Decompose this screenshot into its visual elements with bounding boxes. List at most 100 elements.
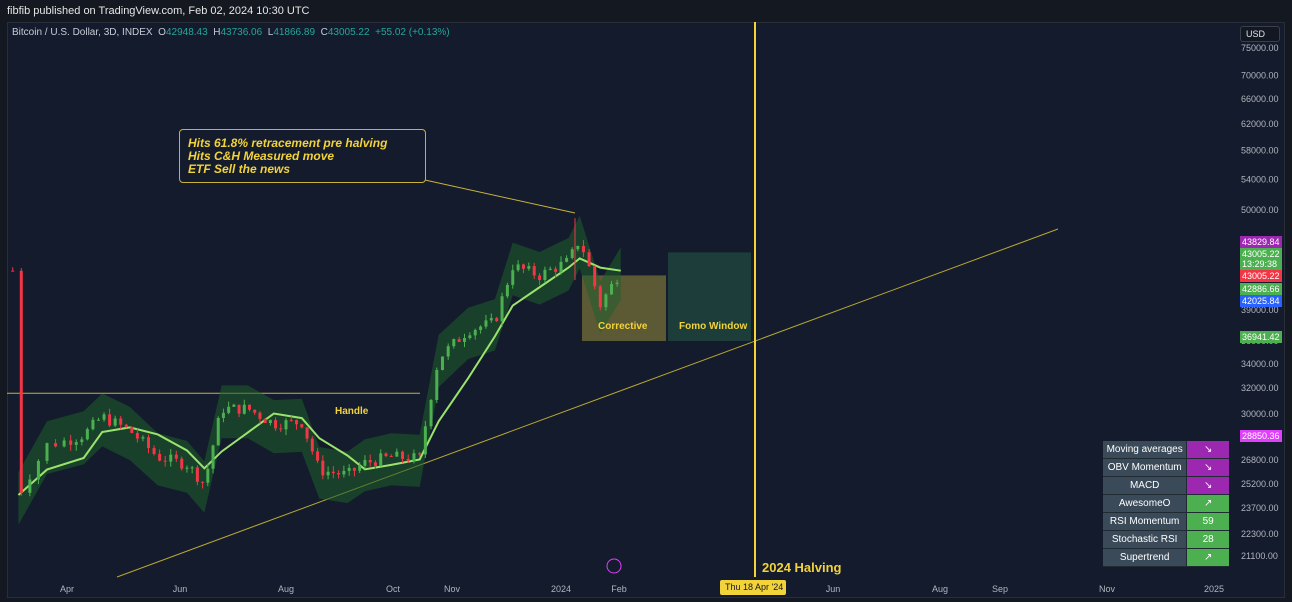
chart-area[interactable] [7,22,1285,598]
indicator-name: MACD [1103,477,1188,495]
candle-body [141,437,145,439]
candle-body [45,443,49,461]
price-tag: 36941.42 [1240,331,1282,343]
candle-body [440,356,444,370]
close-label: C [320,27,328,38]
halving-date-badge: Thu 18 Apr '24 [720,580,786,595]
candle-body [610,283,614,295]
price-tag: 43005.22 [1240,248,1282,260]
low-value: 41866.89 [273,27,316,38]
y-tick-label: 25200.00 [1241,479,1279,489]
indicator-name: AwesomeO [1103,495,1188,513]
candle-body [412,453,416,462]
candle-body [473,329,477,336]
annotation-callout[interactable]: Hits 61.8% retracement pre halving Hits … [179,129,426,183]
candle-body [216,417,220,446]
price-tag: 28850.36 [1240,430,1282,442]
candle-body [96,419,100,421]
candle-body [130,426,134,433]
candle-body [587,252,591,267]
candle-body [91,419,95,430]
indicator-table: Moving averages ↘ OBV Momentum ↘ MACD ↘ Awesom… [1103,441,1229,567]
x-tick-label: Apr [60,584,74,594]
indicator-row: Supertrend ↗ [1103,549,1229,567]
candle-body [232,404,236,407]
candle-body [489,318,493,321]
candle-body [206,468,210,483]
candle-body [435,369,439,400]
candle-body [581,245,585,253]
candle-body [113,418,117,426]
candle-body [119,418,123,425]
candle-body [446,346,450,357]
candle-body [395,451,399,457]
candle-body [452,339,456,347]
publisher-bar: fibfib published on TradingView.com, Feb… [0,0,1292,22]
candle-body [135,432,139,439]
candle-body [379,453,383,466]
candle-body [479,326,483,330]
candle-body [406,458,410,462]
candle-body [363,460,367,466]
indicator-name: Supertrend [1103,549,1188,567]
candle-body [521,264,525,269]
candle-body [242,404,246,414]
candle-body [289,420,293,422]
candle-body [237,404,241,414]
candle-body [548,268,552,270]
symbol-header: Bitcoin / U.S. Dollar, 3D, INDEX O42948.… [12,27,450,38]
price-tag: 43829.84 [1240,236,1282,248]
handle-label: Handle [335,406,369,417]
x-tick-label: Sep [992,584,1008,594]
price-tag: 42886.66 [1240,283,1282,295]
low-label: L [267,27,274,38]
candle-body [295,420,299,425]
price-tag: 42025.84 [1240,295,1282,307]
y-tick-label: 62000.00 [1241,119,1279,129]
candle-body [124,424,128,427]
annotation-line-3: ETF Sell the news [188,162,291,176]
candle-body [598,286,602,308]
change-value: +55.02 (+0.13%) [375,27,450,38]
candle-body [268,420,272,424]
candle-body [310,438,314,452]
y-tick-label: 26800.00 [1241,455,1279,465]
currency-button[interactable]: USD [1240,26,1280,42]
y-tick-label: 58000.00 [1241,146,1279,156]
close-value: 43005.22 [327,27,370,38]
candle-body [19,270,23,493]
candle-body [248,404,252,410]
candle-body [326,471,330,476]
candle-body [418,453,422,455]
candle-body [300,424,304,428]
indicator-row: Stochastic RSI 28 [1103,531,1229,549]
y-tick-label: 54000.00 [1241,174,1279,184]
annotation-line-2: Hits C&H Measured move [188,149,335,163]
candle-body [158,453,162,461]
x-tick-label: Jun [826,584,841,594]
y-tick-label: 21100.00 [1241,551,1278,561]
symbol-name: Bitcoin / U.S. Dollar, 3D, INDEX [12,27,153,38]
candle-body [511,270,515,285]
indicator-value: ↗ [1187,549,1229,567]
fomo-window-label: Fomo Window [679,321,748,332]
x-tick-label: Aug [278,584,294,594]
trend-line [116,228,1059,578]
indicator-value: ↘ [1187,459,1229,477]
annotation-line-1: Hits 61.8% retracement pre halving [188,136,388,150]
y-tick-label: 39000.00 [1241,305,1279,315]
indicator-row: Moving averages ↘ [1103,441,1229,459]
candle-body [342,470,346,475]
candle-body [185,467,189,469]
indicator-name: Moving averages [1103,441,1188,459]
candle-body [495,318,499,322]
candle-body [516,264,520,271]
y-tick-label: 32000.00 [1241,383,1279,393]
candle-body [85,429,89,440]
candle-body [74,442,78,445]
candle-body [505,284,509,297]
candle-body [527,266,531,269]
x-tick-label: Feb [611,584,627,594]
candle-body [604,294,608,308]
